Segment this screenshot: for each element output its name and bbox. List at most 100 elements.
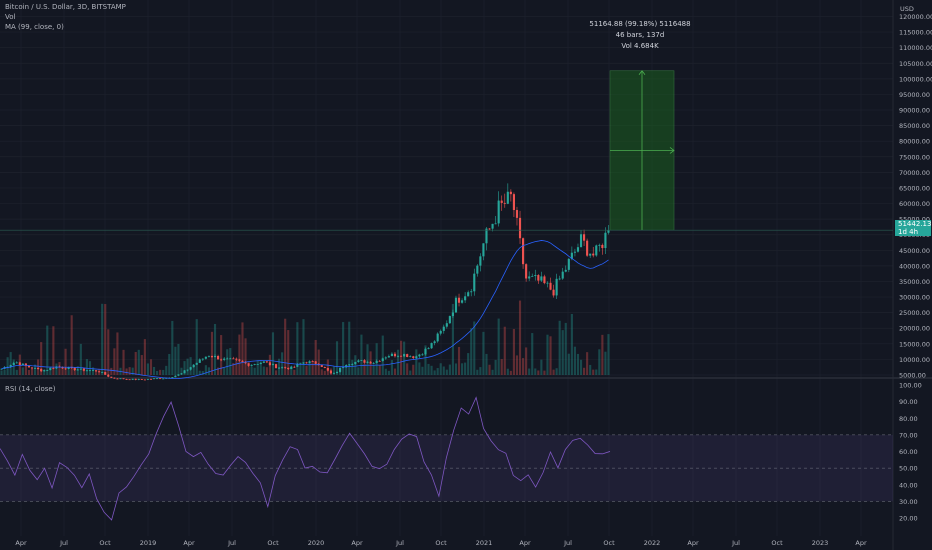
candle-body bbox=[110, 376, 113, 378]
candle-body bbox=[265, 361, 268, 363]
candle-body bbox=[9, 365, 12, 367]
candle-body bbox=[540, 276, 543, 281]
volume-bar bbox=[579, 359, 583, 375]
candle-body bbox=[104, 372, 107, 375]
candlesticks bbox=[0, 183, 610, 381]
candle-body bbox=[387, 356, 390, 358]
candle-body bbox=[372, 362, 375, 364]
volume-bar bbox=[509, 370, 512, 375]
volume-bar bbox=[21, 367, 24, 375]
volume-bar bbox=[156, 370, 159, 375]
candle-body bbox=[287, 367, 290, 370]
volume-bar bbox=[488, 364, 491, 375]
candle-body bbox=[415, 356, 418, 359]
candle-body bbox=[201, 358, 204, 360]
candle-body bbox=[302, 362, 305, 364]
measure-tool[interactable] bbox=[609, 70, 675, 231]
candle-body bbox=[601, 244, 604, 249]
volume-bar bbox=[604, 351, 607, 375]
price-axis[interactable]: 5000.00 10000.00 15000.00 20000.00 25000.00 3… bbox=[899, 13, 932, 380]
candle-body bbox=[497, 200, 500, 224]
volume-bar bbox=[305, 365, 308, 375]
volume-bar bbox=[326, 359, 329, 375]
candle-body bbox=[522, 238, 525, 265]
candle-body bbox=[143, 379, 146, 381]
volume-legend[interactable]: Vol bbox=[5, 13, 16, 21]
time-axis[interactable]: Apr Jul Oct 2019 Apr Jul Oct 2020 Apr Jul Oct 2021 A… bbox=[15, 539, 867, 547]
candle-body bbox=[534, 275, 537, 277]
candle-body bbox=[43, 370, 46, 372]
volume-bar bbox=[116, 332, 119, 375]
price-tick-label: 120000.00 bbox=[899, 13, 932, 21]
candle-body bbox=[207, 355, 210, 357]
volume-bar bbox=[302, 319, 305, 375]
candle-body bbox=[451, 312, 454, 317]
volume-bar bbox=[348, 321, 351, 375]
volume-bar bbox=[122, 349, 125, 375]
volume-bar bbox=[223, 367, 226, 375]
volume-bar bbox=[259, 361, 262, 375]
candle-body bbox=[357, 360, 360, 362]
volume-bar bbox=[433, 370, 436, 375]
candle-body bbox=[290, 366, 293, 370]
candle-body bbox=[195, 362, 198, 365]
candle-body bbox=[253, 364, 256, 365]
rsi-tick-label: 100.00 bbox=[899, 382, 922, 390]
candle-body bbox=[278, 367, 281, 369]
candle-body bbox=[213, 355, 217, 358]
volume-bar bbox=[573, 346, 576, 375]
candle-body bbox=[354, 361, 357, 365]
candle-body bbox=[555, 278, 558, 296]
candle-body bbox=[15, 362, 18, 364]
candle-body bbox=[488, 228, 491, 230]
volume-bar bbox=[290, 366, 293, 375]
candle-body bbox=[351, 364, 354, 365]
time-tick-label: Jul bbox=[563, 539, 572, 547]
candle-body bbox=[186, 369, 189, 371]
candle-body bbox=[189, 367, 192, 370]
volume-bar bbox=[564, 322, 567, 375]
price-tick-label: 45000.00 bbox=[899, 247, 930, 255]
volume-bar bbox=[598, 349, 601, 375]
candle-body bbox=[406, 354, 409, 358]
volume-bar bbox=[354, 355, 357, 375]
candle-body bbox=[305, 362, 308, 364]
symbol-title[interactable]: Bitcoin / U.S. Dollar, 3D, BITSTAMP bbox=[5, 3, 126, 11]
candle-body bbox=[586, 240, 589, 256]
bar-countdown: 1d 4h bbox=[898, 228, 919, 236]
volume-bar bbox=[186, 358, 189, 375]
rsi-tick-label: 30.00 bbox=[899, 498, 918, 506]
volume-bar bbox=[195, 319, 198, 375]
candle-body bbox=[381, 358, 384, 361]
volume-bar bbox=[561, 330, 564, 375]
volume-bar bbox=[171, 320, 174, 375]
candle-body bbox=[329, 370, 332, 374]
volume-bar bbox=[146, 363, 149, 375]
candle-body bbox=[579, 234, 583, 248]
volume-bar bbox=[448, 364, 451, 375]
volume-bar bbox=[360, 334, 363, 375]
candle-body bbox=[607, 230, 610, 233]
candle-body bbox=[52, 367, 55, 369]
candle-body bbox=[146, 378, 149, 380]
candle-body bbox=[235, 358, 238, 360]
rsi-axis[interactable]: 20.00 30.00 40.00 50.00 60.00 70.00 80.00 90.00… bbox=[899, 382, 922, 523]
candle-body bbox=[320, 365, 323, 367]
volume-bar bbox=[101, 303, 104, 375]
volume-bar bbox=[235, 358, 238, 375]
candle-body bbox=[0, 368, 3, 370]
price-tick-label: 100000.00 bbox=[899, 75, 932, 83]
time-tick-label: Oct bbox=[435, 539, 447, 547]
candle-body bbox=[384, 357, 387, 359]
rsi-legend-title[interactable]: RSI (14, close) bbox=[5, 385, 56, 393]
candle-body bbox=[241, 360, 244, 363]
ma-legend[interactable]: MA (99, close, 0) bbox=[5, 23, 64, 31]
volume-bar bbox=[162, 369, 165, 375]
volume-bar bbox=[177, 343, 180, 375]
volume-bar bbox=[436, 368, 439, 375]
volume-bar bbox=[220, 335, 223, 375]
candle-body bbox=[156, 378, 159, 380]
candle-body bbox=[116, 378, 119, 380]
time-tick-label: Apr bbox=[183, 539, 195, 547]
